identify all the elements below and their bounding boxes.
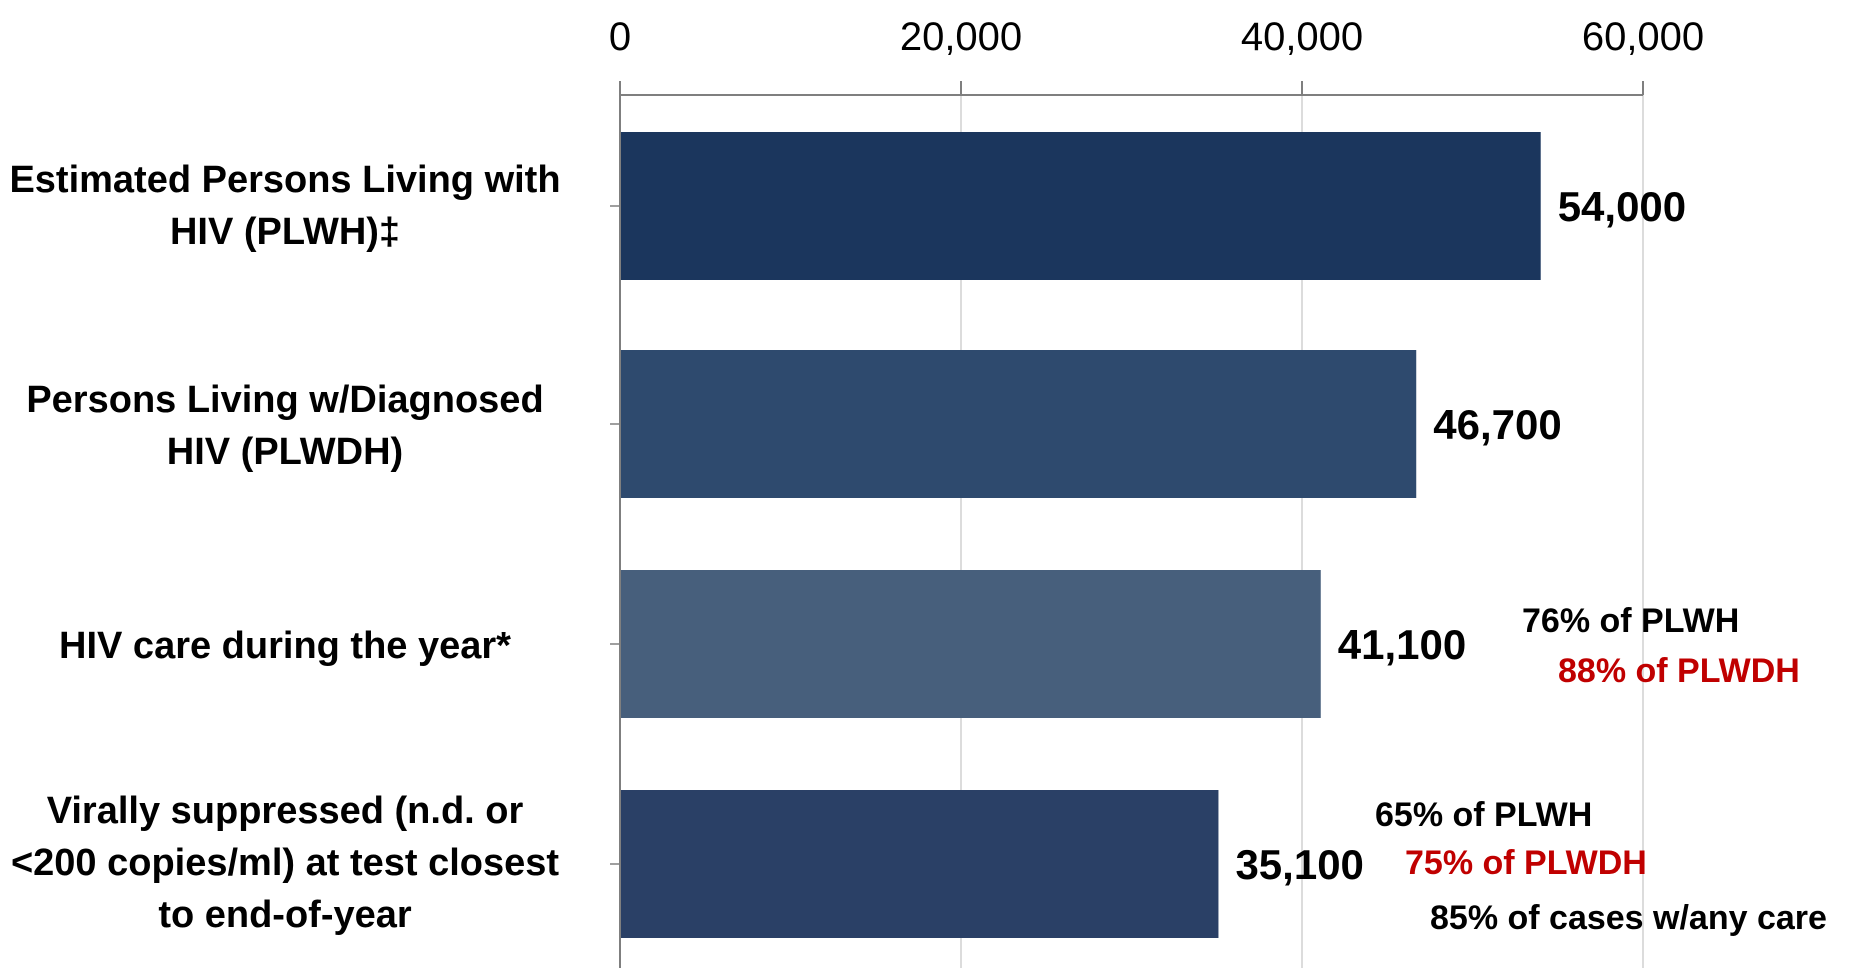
x-tick-label-0: 0 [609, 15, 631, 59]
annotation-suppressed-pct-plwh: 65% of PLWH [1375, 796, 1593, 834]
bar-0 [620, 132, 1541, 280]
x-axis: 0 20,000 40,000 60,000 [609, 15, 1704, 968]
value-label-2: 41,100 [1338, 621, 1466, 668]
value-label-1: 46,700 [1433, 401, 1561, 448]
bar-1 [620, 350, 1417, 498]
value-labels: 54,000 46,700 41,100 35,100 [1235, 183, 1686, 888]
x-tick-label-2: 40,000 [1241, 15, 1363, 59]
value-label-3: 35,100 [1235, 841, 1363, 888]
bar-3 [620, 790, 1219, 938]
annotation-care-pct-plwh: 76% of PLWH [1522, 602, 1740, 640]
annotation-care-pct-plwdh: 88% of PLWDH [1558, 652, 1800, 690]
x-tick-label-3: 60,000 [1582, 15, 1704, 59]
bars [620, 132, 1541, 938]
value-label-0: 54,000 [1558, 183, 1686, 230]
category-label-virally-suppressed: Virally suppressed (n.d. or <200 copies/… [10, 790, 560, 936]
category-label-plwdh: Persons Living w/Diagnosed HIV (PLWDH) [26, 379, 544, 473]
annotation-suppressed-pct-care: 85% of cases w/any care [1430, 899, 1827, 937]
annotation-suppressed-pct-plwdh: 75% of PLWDH [1405, 844, 1647, 882]
bar-2 [620, 570, 1321, 718]
category-label-plwh: Estimated Persons Living with HIV (PLWH)… [9, 159, 561, 253]
x-tick-label-1: 20,000 [900, 15, 1022, 59]
category-label-hiv-care: HIV care during the year* [59, 625, 511, 667]
